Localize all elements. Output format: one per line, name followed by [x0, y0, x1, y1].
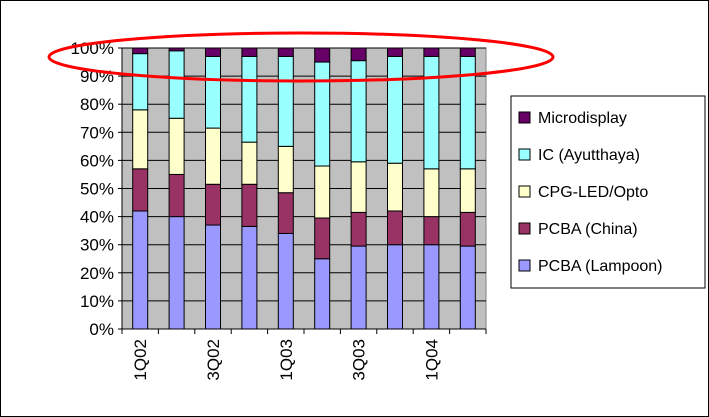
bar-segment — [132, 53, 149, 111]
bar-segment — [314, 61, 331, 167]
bar-segment — [423, 244, 440, 330]
bar-segment — [277, 232, 294, 330]
legend-label: IC (Ayutthaya) — [538, 147, 640, 164]
bar-segment — [387, 47, 403, 57]
legend-swatch — [518, 222, 531, 235]
bar-segment — [241, 55, 258, 143]
bar-segment — [241, 141, 258, 185]
legend-swatch — [518, 148, 531, 161]
y-tick-label: 10% — [80, 292, 114, 311]
bar-segment — [350, 245, 367, 330]
legend-label: Microdisplay — [538, 110, 627, 127]
bar-segment — [277, 145, 294, 194]
y-tick-label: 20% — [80, 264, 114, 283]
y-axis: 0%10%20%30%40%50%60%70%80%90%100% — [71, 39, 123, 339]
legend-label: CPG-LED/Opto — [538, 184, 648, 201]
x-tick-label: 1Q02 — [131, 339, 150, 381]
legend-box — [510, 95, 706, 289]
bar-segment — [350, 211, 367, 247]
bar-segment — [350, 47, 367, 62]
bar-segment — [241, 225, 258, 330]
bar-segment — [132, 109, 149, 170]
bars — [132, 47, 476, 330]
bar-segment — [168, 173, 185, 218]
y-tick-label: 60% — [80, 151, 114, 170]
bar-segment — [168, 216, 185, 330]
bar-segment — [423, 55, 440, 170]
bar-segment — [205, 224, 221, 330]
bar-segment — [314, 217, 331, 260]
bar-segment — [205, 127, 221, 185]
highlight-ellipse — [47, 31, 555, 83]
y-tick-label: 50% — [80, 180, 114, 199]
bar-segment — [168, 117, 185, 175]
bar-segment — [423, 216, 440, 246]
bar-segment — [459, 47, 476, 57]
bar-segment — [132, 47, 149, 55]
y-tick-label: 80% — [80, 95, 114, 114]
bar-segment — [387, 210, 403, 246]
y-tick-label: 40% — [80, 208, 114, 227]
bar-segment — [241, 183, 258, 227]
legend-swatch — [518, 185, 531, 198]
x-tick-label: 3Q03 — [350, 339, 369, 381]
bar-segment — [459, 211, 476, 247]
bar-segment — [459, 245, 476, 330]
bar-segment — [387, 162, 403, 212]
bar-segment — [277, 55, 294, 147]
bar-segment — [168, 47, 185, 52]
legend-swatch — [518, 259, 531, 272]
y-tick-label: 70% — [80, 123, 114, 142]
bar-segment — [205, 183, 221, 226]
bar-segment — [459, 168, 476, 213]
x-tick-label: 1Q04 — [422, 339, 441, 381]
y-tick-label: 30% — [80, 236, 114, 255]
y-tick-label: 0% — [89, 320, 114, 339]
legend: Microdisplay IC (Ayutthaya) CPG-LED/Opto PC… — [510, 95, 706, 289]
bar-segment — [205, 47, 221, 57]
bar-segment — [314, 165, 331, 219]
bar-segment — [350, 60, 367, 163]
bar-segment — [314, 258, 331, 330]
bar-segment — [168, 50, 185, 119]
bar-segment — [423, 168, 440, 218]
bar-segment — [423, 47, 440, 57]
bar-segment — [314, 47, 331, 63]
x-tick-label: 3Q02 — [204, 339, 223, 381]
bar-segment — [132, 168, 149, 212]
x-axis: 1Q02 3Q02 1Q03 3Q03 1Q04 — [121, 328, 487, 381]
legend-swatch — [518, 111, 531, 124]
bar-segment — [350, 161, 367, 213]
legend-label: PCBA (Lampoon) — [538, 258, 663, 275]
bar-segment — [205, 55, 221, 129]
x-tick-label: 1Q03 — [277, 339, 296, 381]
bar-segment — [387, 244, 403, 330]
bar-segment — [277, 47, 294, 57]
bar-segment — [241, 47, 258, 57]
bar-segment — [277, 192, 294, 234]
bar-segment — [132, 210, 149, 330]
bar-segment — [387, 55, 403, 164]
legend-label: PCBA (China) — [538, 221, 638, 238]
